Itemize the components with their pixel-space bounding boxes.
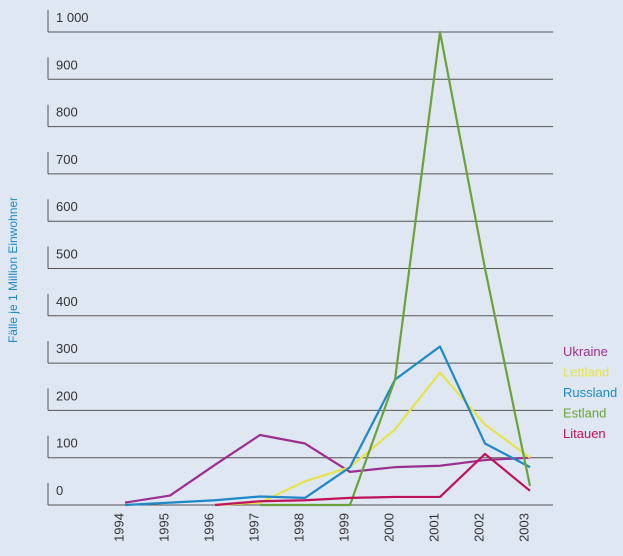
x-tick-label: 1996	[201, 513, 216, 542]
y-tick-label: 1 000	[56, 10, 89, 25]
x-tick-label: 1995	[156, 513, 171, 542]
x-tick-label: 2003	[516, 513, 531, 542]
y-tick-label: 100	[56, 436, 78, 451]
x-tick-label: 1994	[111, 513, 126, 542]
series-line	[124, 345, 531, 507]
y-tick-label: 900	[56, 57, 78, 72]
y-tick-label: 300	[56, 341, 78, 356]
x-tick-label: 1997	[246, 513, 261, 542]
y-tick-label: 200	[56, 388, 78, 403]
legend-entry: Russland	[563, 385, 617, 400]
x-tick-label: 2000	[381, 513, 396, 542]
series-line	[124, 433, 531, 504]
y-tick-label: 0	[56, 483, 63, 498]
x-tick-label: 1998	[291, 513, 306, 542]
x-tick-label: 2001	[426, 513, 441, 542]
y-tick-label: 700	[56, 152, 78, 167]
legend-entry: Litauen	[563, 426, 606, 441]
y-axis-label: Fälle je 1 Million Einwohner	[6, 197, 20, 343]
y-tick-label: 400	[56, 294, 78, 309]
series-line	[260, 30, 532, 507]
series-line	[214, 371, 531, 507]
x-tick-label: 1999	[336, 513, 351, 542]
legend-entry: Estland	[563, 406, 606, 421]
series-line	[214, 452, 531, 507]
legend-entry: Lettland	[563, 365, 609, 380]
x-tick-label: 2002	[471, 513, 486, 542]
legend-entry: Ukraine	[563, 344, 608, 359]
y-tick-label: 500	[56, 247, 78, 262]
y-tick-label: 600	[56, 199, 78, 214]
y-tick-label: 800	[56, 105, 78, 120]
